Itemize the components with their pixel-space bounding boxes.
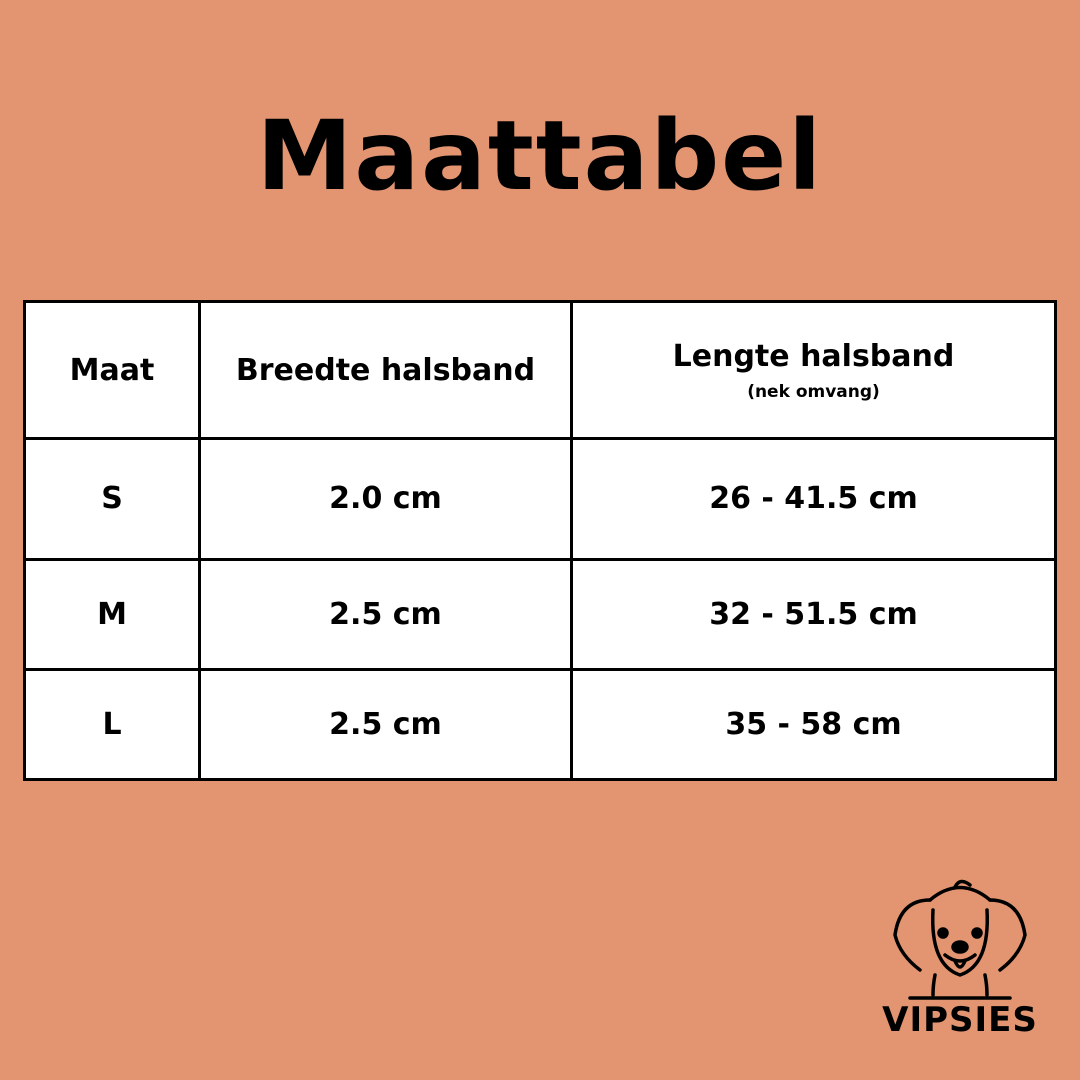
cell-width: 2.0 cm <box>198 437 573 561</box>
page-title: Maattabel <box>256 100 824 212</box>
dog-face-icon <box>893 879 1027 1000</box>
table-row: M 2.5 cm 32 - 51.5 cm <box>23 557 1057 671</box>
cell-length: 26 - 41.5 cm <box>570 437 1057 561</box>
cell-size: L <box>23 667 201 782</box>
size-table: Maat Breedte halsband Lengte halsband (n… <box>23 299 1057 782</box>
cell-size: S <box>23 437 201 561</box>
cell-size: M <box>23 557 201 671</box>
header-length-sub: (nek omvang) <box>747 381 880 402</box>
table-row: S 2.0 cm 26 - 41.5 cm <box>23 437 1057 561</box>
brand-name: VIPSIES <box>882 1000 1038 1040</box>
brand-logo: VIPSIES <box>880 875 1040 1040</box>
cell-width: 2.5 cm <box>198 667 573 782</box>
cell-width: 2.5 cm <box>198 557 573 671</box>
cell-length: 35 - 58 cm <box>570 667 1057 782</box>
cell-length: 32 - 51.5 cm <box>570 557 1057 671</box>
table-row: L 2.5 cm 35 - 58 cm <box>23 667 1057 782</box>
header-length-label: Lengte halsband <box>672 338 955 374</box>
header-length: Lengte halsband (nek omvang) <box>570 299 1057 441</box>
table-header-row: Maat Breedte halsband Lengte halsband (n… <box>23 299 1057 441</box>
header-size: Maat <box>23 299 201 441</box>
header-width: Breedte halsband <box>198 299 573 441</box>
